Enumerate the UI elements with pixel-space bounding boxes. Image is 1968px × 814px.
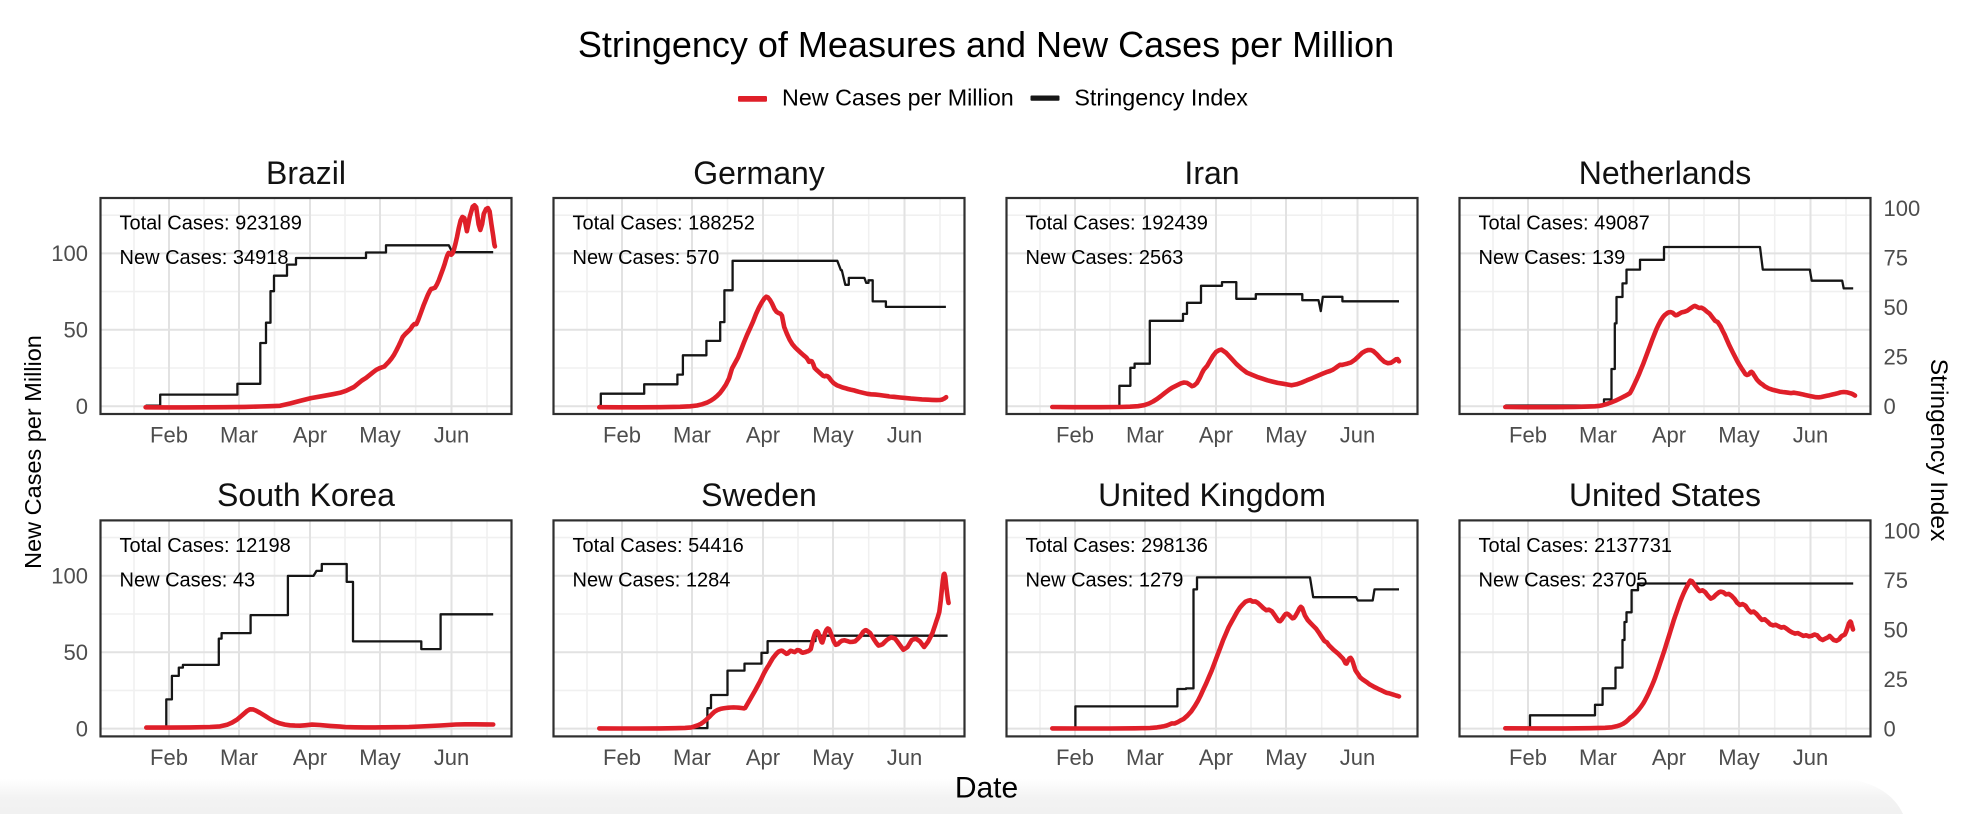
svg-text:Jun: Jun bbox=[1340, 745, 1375, 770]
svg-text:Total Cases: 192439: Total Cases: 192439 bbox=[1026, 213, 1208, 235]
svg-text:Apr: Apr bbox=[293, 745, 327, 770]
svg-text:Jun: Jun bbox=[434, 745, 469, 770]
svg-text:Mar: Mar bbox=[1126, 422, 1164, 447]
svg-text:New Cases: 23705: New Cases: 23705 bbox=[1479, 569, 1648, 591]
svg-text:Jun: Jun bbox=[434, 422, 469, 447]
svg-text:Mar: Mar bbox=[220, 422, 258, 447]
svg-text:Total Cases: 54416: Total Cases: 54416 bbox=[573, 535, 744, 557]
svg-text:100: 100 bbox=[51, 564, 88, 589]
svg-text:0: 0 bbox=[1884, 716, 1896, 741]
svg-text:Feb: Feb bbox=[1056, 745, 1094, 770]
svg-text:Date: Date bbox=[955, 772, 1018, 805]
svg-text:Mar: Mar bbox=[1579, 422, 1617, 447]
svg-text:Total Cases: 49087: Total Cases: 49087 bbox=[1479, 213, 1650, 235]
svg-text:Jun: Jun bbox=[1793, 422, 1828, 447]
svg-text:75: 75 bbox=[1884, 246, 1908, 271]
svg-text:New Cases: 570: New Cases: 570 bbox=[573, 247, 720, 269]
svg-text:Apr: Apr bbox=[293, 422, 327, 447]
svg-text:May: May bbox=[359, 745, 401, 770]
svg-text:New Cases per Million: New Cases per Million bbox=[20, 335, 46, 569]
svg-text:100: 100 bbox=[1884, 519, 1921, 544]
svg-text:Mar: Mar bbox=[220, 745, 258, 770]
svg-text:Netherlands: Netherlands bbox=[1579, 155, 1752, 191]
svg-text:United States: United States bbox=[1569, 477, 1761, 513]
svg-text:May: May bbox=[812, 745, 854, 770]
svg-text:75: 75 bbox=[1884, 568, 1908, 593]
svg-text:50: 50 bbox=[1884, 295, 1908, 320]
svg-text:Mar: Mar bbox=[673, 745, 711, 770]
svg-text:May: May bbox=[1718, 422, 1760, 447]
svg-text:Apr: Apr bbox=[1199, 422, 1233, 447]
svg-text:50: 50 bbox=[64, 640, 88, 665]
svg-text:May: May bbox=[1265, 422, 1307, 447]
svg-text:Apr: Apr bbox=[746, 422, 780, 447]
svg-text:New Cases: 34918: New Cases: 34918 bbox=[120, 247, 289, 269]
svg-text:United Kingdom: United Kingdom bbox=[1098, 477, 1326, 513]
svg-text:100: 100 bbox=[51, 241, 88, 266]
svg-text:Total Cases: 923189: Total Cases: 923189 bbox=[120, 213, 302, 235]
svg-text:Jun: Jun bbox=[887, 745, 922, 770]
svg-text:New Cases: 1279: New Cases: 1279 bbox=[1026, 569, 1184, 591]
svg-text:Jun: Jun bbox=[887, 422, 922, 447]
svg-text:Apr: Apr bbox=[1652, 422, 1686, 447]
svg-text:New Cases: 1284: New Cases: 1284 bbox=[573, 569, 731, 591]
svg-text:New Cases: 139: New Cases: 139 bbox=[1479, 247, 1626, 269]
svg-text:Total Cases: 2137731: Total Cases: 2137731 bbox=[1479, 535, 1672, 557]
svg-text:May: May bbox=[1265, 745, 1307, 770]
svg-text:50: 50 bbox=[1884, 617, 1908, 642]
svg-text:Mar: Mar bbox=[1126, 745, 1164, 770]
svg-text:New Cases: 2563: New Cases: 2563 bbox=[1026, 247, 1184, 269]
svg-text:Iran: Iran bbox=[1184, 155, 1239, 191]
svg-text:25: 25 bbox=[1884, 344, 1908, 369]
svg-text:Feb: Feb bbox=[1509, 745, 1547, 770]
svg-text:Jun: Jun bbox=[1340, 422, 1375, 447]
svg-text:0: 0 bbox=[76, 394, 88, 419]
svg-text:Sweden: Sweden bbox=[701, 477, 817, 513]
svg-text:Stringency Index: Stringency Index bbox=[1925, 359, 1952, 542]
svg-text:Jun: Jun bbox=[1793, 745, 1828, 770]
svg-text:0: 0 bbox=[76, 716, 88, 741]
svg-text:Mar: Mar bbox=[673, 422, 711, 447]
svg-text:South Korea: South Korea bbox=[217, 477, 395, 513]
svg-text:0: 0 bbox=[1884, 394, 1896, 419]
svg-text:Feb: Feb bbox=[150, 422, 188, 447]
svg-text:May: May bbox=[812, 422, 854, 447]
svg-text:Mar: Mar bbox=[1579, 745, 1617, 770]
svg-text:Feb: Feb bbox=[150, 745, 188, 770]
svg-text:Total Cases: 12198: Total Cases: 12198 bbox=[120, 535, 291, 557]
svg-text:Feb: Feb bbox=[603, 422, 641, 447]
svg-text:New Cases per Million: New Cases per Million bbox=[782, 85, 1014, 111]
svg-text:50: 50 bbox=[64, 318, 88, 343]
svg-text:Feb: Feb bbox=[1509, 422, 1547, 447]
svg-text:Feb: Feb bbox=[1056, 422, 1094, 447]
svg-text:100: 100 bbox=[1884, 196, 1921, 221]
svg-text:Brazil: Brazil bbox=[266, 155, 346, 191]
svg-text:Apr: Apr bbox=[1652, 745, 1686, 770]
svg-text:Total Cases: 188252: Total Cases: 188252 bbox=[573, 213, 755, 235]
svg-text:Apr: Apr bbox=[1199, 745, 1233, 770]
svg-text:May: May bbox=[359, 422, 401, 447]
svg-text:Feb: Feb bbox=[603, 745, 641, 770]
svg-text:Stringency Index: Stringency Index bbox=[1074, 85, 1248, 111]
svg-text:25: 25 bbox=[1884, 667, 1908, 692]
svg-text:Germany: Germany bbox=[693, 155, 825, 191]
svg-text:New Cases: 43: New Cases: 43 bbox=[120, 569, 256, 591]
svg-text:Apr: Apr bbox=[746, 745, 780, 770]
svg-text:Total Cases: 298136: Total Cases: 298136 bbox=[1026, 535, 1208, 557]
svg-text:Stringency of Measures and New: Stringency of Measures and New Cases per… bbox=[578, 24, 1394, 65]
svg-text:May: May bbox=[1718, 745, 1760, 770]
